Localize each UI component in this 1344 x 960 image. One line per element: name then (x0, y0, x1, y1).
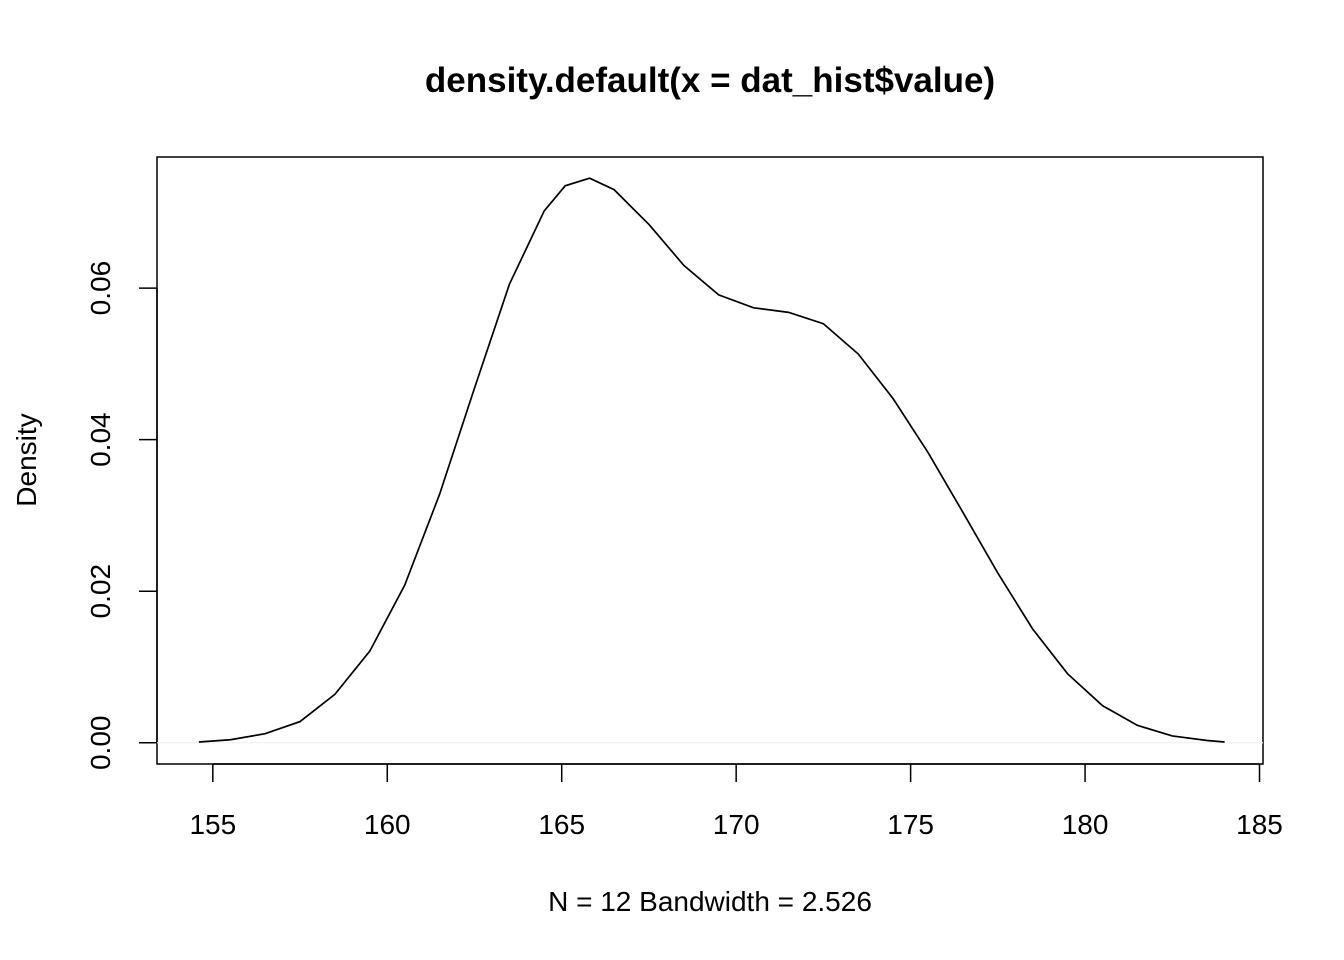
x-tick-label: 165 (538, 809, 585, 840)
y-axis: 0.00 0.02 0.04 0.06 (85, 261, 158, 771)
x-tick-label: 155 (189, 809, 236, 840)
y-tick-label: 0.04 (85, 412, 116, 467)
density-curve (198, 177, 1225, 743)
x-axis: 155 160 165 170 175 180 185 (189, 763, 1283, 840)
y-tick-label: 0.02 (85, 564, 116, 619)
x-tick-label: 170 (713, 809, 760, 840)
x-tick-label: 160 (364, 809, 411, 840)
y-tick-label: 0.00 (85, 716, 116, 771)
x-tick-label: 180 (1062, 809, 1109, 840)
y-tick-label: 0.06 (85, 261, 116, 316)
y-axis-label: Density (11, 413, 42, 506)
x-axis-label: N = 12 Bandwidth = 2.526 (548, 886, 872, 917)
plot-frame (156, 156, 1264, 765)
x-tick-label: 185 (1236, 809, 1283, 840)
x-tick-label: 175 (887, 809, 934, 840)
chart-title: density.default(x = dat_hist$value) (425, 61, 995, 100)
